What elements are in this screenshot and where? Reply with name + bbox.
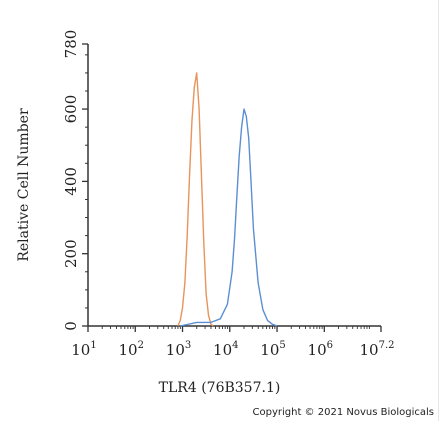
y-tick-label: 780 xyxy=(62,30,80,59)
x-ticks: 101 102 103 104 105 106 107.2 xyxy=(71,326,395,359)
y-tick-label: 200 xyxy=(62,239,80,268)
y-tick-label: 400 xyxy=(62,167,80,196)
x-tick-label: 106 xyxy=(308,340,333,359)
x-tick-label: 101 xyxy=(71,340,96,359)
y-ticks: 0 200 400 600 780 xyxy=(62,30,88,331)
y-tick-label: 0 xyxy=(62,321,80,331)
histogram-series-2 xyxy=(180,108,278,327)
histogram-chart: 0 200 400 600 780 101 102 103 104 105 106 107.2 Re… xyxy=(16,30,395,396)
series-layer xyxy=(177,72,278,327)
axes xyxy=(87,44,381,327)
y-tick-label: 600 xyxy=(62,95,80,124)
x-tick-label: 105 xyxy=(260,340,285,359)
y-axis-title: Relative Cell Number xyxy=(16,108,32,262)
copyright-text: Copyright © 2021 Novus Biologicals xyxy=(252,407,434,418)
panel-border xyxy=(438,0,439,421)
x-tick-label: 107.2 xyxy=(360,340,395,359)
histogram-series-1 xyxy=(177,72,214,327)
x-tick-label: 102 xyxy=(119,340,144,359)
x-tick-label: 104 xyxy=(213,340,238,359)
x-tick-label: 103 xyxy=(166,340,191,359)
x-axis-title: TLR4 (76B357.1) xyxy=(159,380,281,396)
